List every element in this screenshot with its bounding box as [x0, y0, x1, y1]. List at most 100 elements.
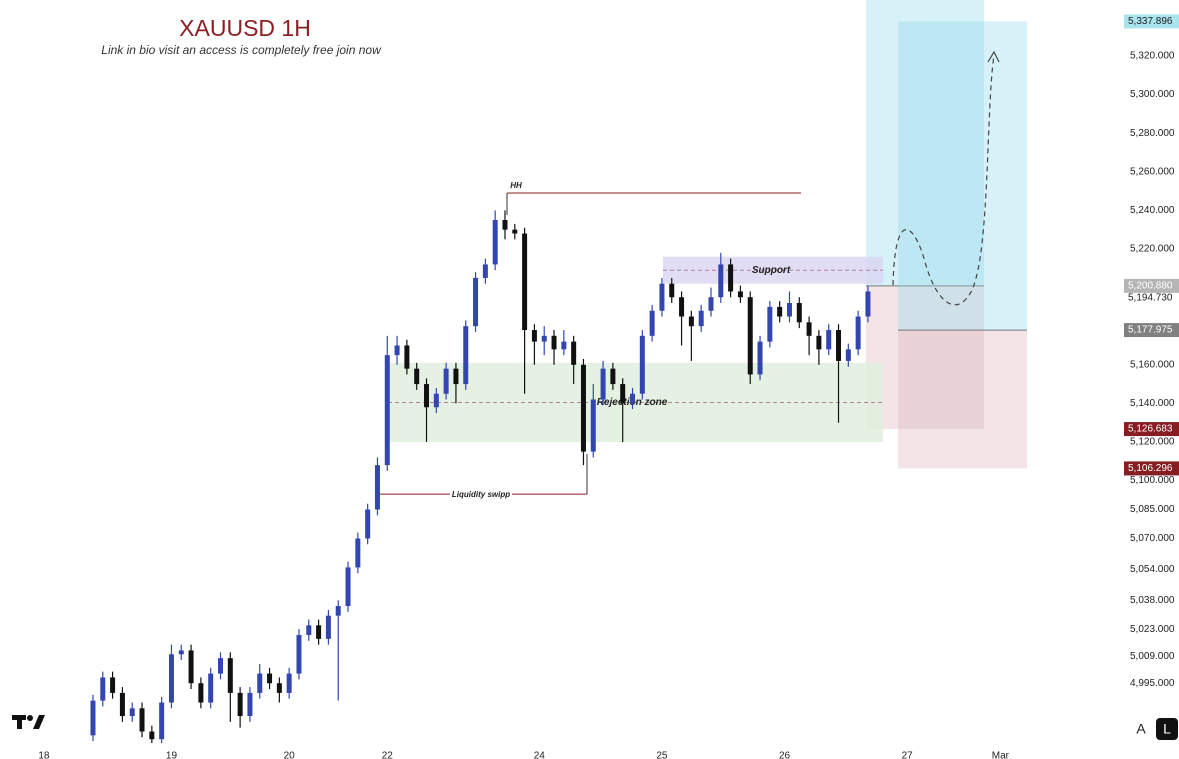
candle-body — [522, 233, 528, 331]
candle-body — [267, 673, 273, 684]
price-badge — [1124, 14, 1179, 29]
candle-body — [630, 393, 636, 404]
y-tick-label: 5,320.000 — [1130, 51, 1175, 62]
candle-body — [845, 349, 851, 361]
candle-body — [698, 310, 704, 327]
y-tick-label: 5,240.000 — [1130, 205, 1175, 216]
price-label: 5,200.880 — [1128, 281, 1173, 292]
candle-body — [669, 283, 675, 298]
candle-body — [855, 316, 861, 350]
price-label: 5,194.730 — [1128, 292, 1173, 303]
candle-body — [394, 345, 400, 356]
y-tick-label: 5,054.000 — [1130, 564, 1175, 575]
candle-body — [620, 384, 626, 404]
candle-body — [414, 368, 420, 385]
candle-body — [806, 322, 812, 336]
y-tick-label: 5,009.000 — [1130, 651, 1175, 662]
y-tick-label: 5,023.000 — [1130, 624, 1175, 635]
candle-body — [218, 658, 224, 674]
candle-body — [688, 316, 694, 327]
candle-body — [325, 615, 331, 639]
candle-body — [708, 297, 714, 311]
candle-body — [139, 708, 145, 732]
candle-body — [482, 264, 488, 278]
y-tick-label: 5,070.000 — [1130, 533, 1175, 544]
candle-body — [728, 264, 734, 292]
projection-path — [892, 54, 995, 306]
candle-body — [659, 283, 665, 311]
candle-body — [512, 229, 518, 234]
candle-body — [365, 509, 371, 539]
chart-subtitle: Link in bio visit an access is completel… — [101, 43, 382, 57]
price-badge — [1124, 461, 1179, 476]
y-tick-label: 5,120.000 — [1130, 437, 1175, 448]
candle-body — [796, 303, 802, 323]
candle-body — [649, 310, 655, 336]
x-tick-label: Mar — [992, 751, 1010, 759]
level-label: Liquidity swipp — [452, 490, 510, 499]
candle-body — [826, 330, 832, 350]
price-badge — [1124, 278, 1179, 293]
target-zone — [898, 21, 1027, 331]
candle-body — [473, 277, 479, 327]
candle-body — [610, 368, 616, 385]
candle-body — [335, 606, 341, 616]
candle-body — [306, 625, 312, 635]
candle-body — [316, 625, 322, 639]
y-tick-label: 5,280.000 — [1130, 128, 1175, 139]
candle-body — [816, 335, 822, 350]
candle-body — [580, 364, 586, 452]
candle-body — [777, 306, 783, 317]
projection-arrow — [987, 50, 1000, 63]
zone-label: Support — [752, 265, 791, 276]
candle-body — [110, 677, 116, 693]
candle-body — [159, 702, 165, 740]
price-badge — [1124, 422, 1179, 437]
y-tick-label: 4,995.000 — [1130, 678, 1175, 689]
candle-body — [100, 677, 106, 701]
candle-body — [247, 692, 253, 717]
stop-zone — [866, 285, 984, 430]
candle-body — [119, 692, 125, 717]
candle-body — [404, 345, 410, 369]
button-a[interactable]: A — [1130, 718, 1152, 740]
candle-body — [355, 538, 361, 568]
chart-title: XAUUSD 1H — [179, 15, 311, 41]
candle-body — [149, 731, 155, 740]
candle-body — [551, 335, 557, 350]
button-label[interactable]: L — [1163, 721, 1171, 737]
candle-body — [531, 330, 537, 342]
candle-body — [836, 330, 842, 361]
candle-body — [492, 220, 498, 265]
candle-body — [374, 465, 380, 510]
y-tick-label: 5,100.000 — [1130, 475, 1175, 486]
candle-body — [286, 673, 292, 693]
candle-body — [502, 220, 508, 230]
candle-body — [767, 306, 773, 342]
candle-body — [463, 326, 469, 385]
candle-body — [433, 393, 439, 408]
price-badge — [1124, 323, 1179, 338]
price-label: 5,337.896 — [1128, 16, 1173, 27]
button-label[interactable]: A — [1136, 721, 1146, 737]
price-label: 5,126.683 — [1128, 424, 1173, 435]
x-tick-label: 25 — [656, 751, 668, 759]
candle-body — [296, 634, 302, 674]
x-tick-label: 22 — [382, 751, 394, 759]
candle-body — [757, 341, 763, 375]
candle-body — [865, 291, 871, 317]
candle-body — [198, 683, 204, 703]
candle-body — [276, 683, 282, 693]
candle-body — [571, 341, 577, 365]
candle-body — [90, 700, 96, 736]
target-zone — [866, 0, 984, 286]
candle-body — [786, 303, 792, 317]
candle-body — [747, 297, 753, 375]
candle-body — [345, 567, 351, 607]
candle-body — [257, 673, 263, 693]
y-tick-label: 5,260.000 — [1130, 166, 1175, 177]
candle-body — [600, 368, 606, 400]
candle-body — [227, 658, 233, 693]
button-l[interactable]: L — [1156, 718, 1178, 740]
